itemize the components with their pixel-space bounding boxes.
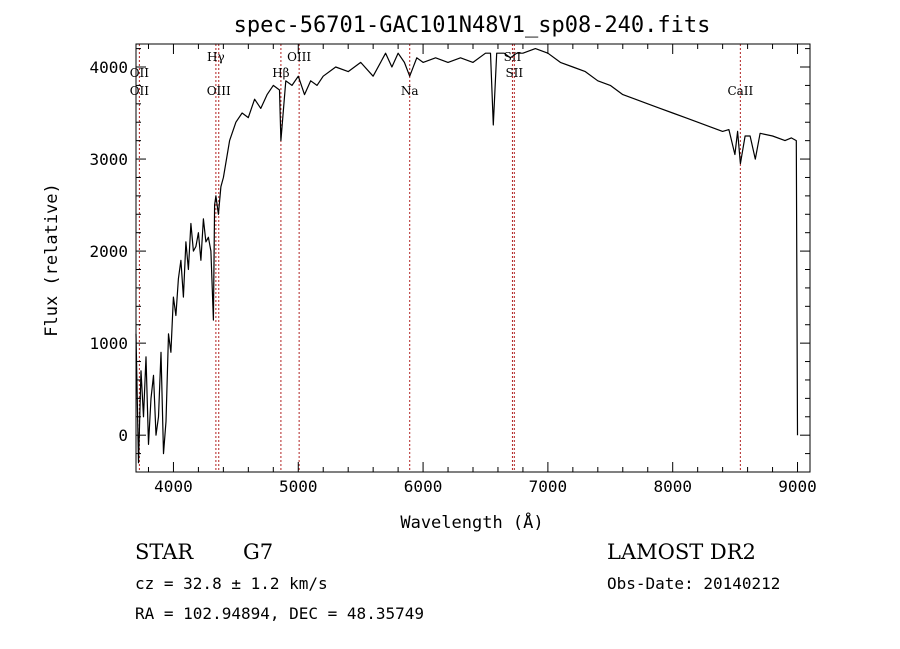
obs-date: Obs-Date: 20140212 — [607, 574, 780, 593]
y-tick-label: 1000 — [89, 334, 128, 353]
line-marker-label: CaII — [727, 84, 753, 98]
survey-name: LAMOST DR2 — [607, 540, 756, 564]
x-axis-label: Wavelength (Å) — [400, 511, 543, 533]
plot-axes: 4000 5000 6000 7000 8000 9000 0 1000 2000 3000 400… — [89, 43, 817, 496]
y-tick-label: 2000 — [89, 242, 128, 261]
line-marker-label: Hβ — [272, 66, 289, 80]
x-tick-label: 8000 — [653, 477, 692, 496]
x-tick-label: 9000 — [778, 477, 817, 496]
plot-frame — [135, 43, 811, 473]
line-marker-label: SII — [505, 66, 523, 80]
x-tick-label: 7000 — [529, 477, 568, 496]
x-tick-label: 6000 — [404, 477, 443, 496]
line-marker-label: OIII — [287, 50, 311, 64]
line-marker-label: OII — [130, 66, 150, 80]
chart-title: spec-56701-GAC101N48V1_sp08-240.fits — [234, 13, 711, 38]
y-axis-label: Flux (relative) — [42, 183, 62, 337]
y-tick-label: 0 — [118, 426, 128, 445]
coordinates-readout: RA = 102.94894, DEC = 48.35749 — [135, 604, 424, 623]
line-marker-label: OIII — [207, 84, 231, 98]
y-tick-label: 4000 — [89, 58, 128, 77]
line-marker-label: Na — [401, 84, 419, 98]
line-marker-label: OII — [130, 84, 150, 98]
redshift-readout: cz = 32.8 ± 1.2 km/s — [135, 574, 328, 593]
object-subclass: G7 — [243, 540, 273, 564]
spectral-line-markers: OII OII Hγ OIII Hβ OIII Na SII SII CaII — [130, 44, 754, 472]
spectrum-line — [135, 47, 799, 464]
x-tick-label: 5000 — [279, 477, 318, 496]
y-tick-label: 3000 — [89, 150, 128, 169]
object-class: STAR — [135, 540, 194, 564]
line-marker-label: SII — [504, 50, 522, 64]
line-marker-label: Hγ — [207, 50, 225, 64]
spectrum-series — [135, 47, 799, 464]
x-tick-label: 4000 — [154, 477, 193, 496]
